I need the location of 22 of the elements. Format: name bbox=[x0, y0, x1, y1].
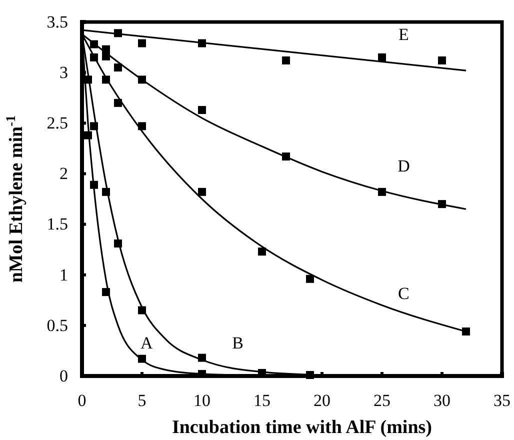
x-tick-label: 35 bbox=[494, 391, 510, 410]
series-label: D bbox=[398, 156, 410, 176]
x-tick-label: 5 bbox=[138, 391, 146, 410]
x-tick-label: 25 bbox=[374, 391, 390, 410]
series-label: E bbox=[398, 25, 409, 44]
y-tick-label: 1 bbox=[60, 265, 68, 284]
x-tick-label: 0 bbox=[78, 391, 86, 410]
x-tick-label: 30 bbox=[434, 391, 450, 410]
series-label: C bbox=[398, 284, 410, 303]
series-label: A bbox=[140, 334, 154, 353]
x-axis-title: Incubation time with AlF (mins) bbox=[172, 417, 432, 438]
x-tick-label: 10 bbox=[194, 391, 210, 410]
y-tick-label: 3 bbox=[60, 63, 68, 82]
y-tick-label: 3.5 bbox=[46, 12, 68, 32]
y-tick-label: 0 bbox=[60, 366, 68, 386]
x-tick-label: 20 bbox=[314, 391, 330, 410]
x-tick-label: 15 bbox=[254, 391, 270, 410]
series-label: B bbox=[232, 334, 244, 353]
y-tick-label: 2 bbox=[60, 164, 68, 184]
y-tick-label: 1.5 bbox=[46, 214, 68, 234]
y-tick-label: 0.5 bbox=[46, 316, 68, 335]
y-tick-label: 2.5 bbox=[46, 114, 68, 133]
